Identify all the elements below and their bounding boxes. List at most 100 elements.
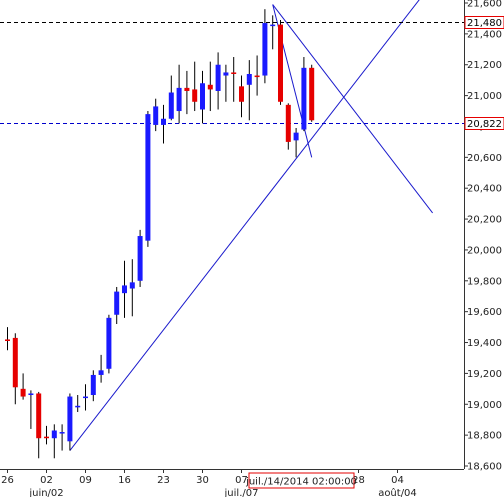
candle-down xyxy=(20,373,26,400)
candle-up xyxy=(83,384,88,411)
candle-up xyxy=(293,128,299,158)
candle-body xyxy=(20,388,26,397)
candle-body xyxy=(67,396,73,442)
candle-up xyxy=(28,390,34,429)
candle-body xyxy=(129,282,135,289)
x-tick-label: 23 xyxy=(157,475,170,486)
candle-up xyxy=(301,57,307,132)
price-tag-label: 20,822 xyxy=(467,119,502,130)
candle-body xyxy=(145,114,151,241)
y-tick-label: 20,600 xyxy=(467,153,502,164)
candle-body xyxy=(98,370,104,375)
candle-layer xyxy=(5,9,315,459)
candle-up xyxy=(98,354,104,383)
trendline xyxy=(69,0,420,451)
candle-up xyxy=(122,260,127,318)
y-tick-label: 18,600 xyxy=(467,462,502,473)
candle-up xyxy=(215,52,221,110)
candle-body xyxy=(161,118,166,125)
candle-up xyxy=(129,259,135,317)
trendline xyxy=(272,4,433,214)
y-tick-label: 19,800 xyxy=(467,276,502,287)
candle-body xyxy=(285,104,291,142)
y-tick-label: 21,600 xyxy=(467,0,502,10)
candle-down xyxy=(36,391,42,459)
x-period-label: juin/02 xyxy=(28,488,63,497)
candle-body xyxy=(176,87,182,112)
candle-body xyxy=(239,86,244,102)
candle-body xyxy=(192,89,198,102)
x-tick-label: 04 xyxy=(391,475,404,486)
candle-up xyxy=(90,370,96,402)
candle-body xyxy=(278,24,283,102)
candle-body xyxy=(231,72,237,74)
candle-down xyxy=(254,55,260,96)
x-period-label: août/04 xyxy=(378,487,417,497)
candle-down xyxy=(231,57,237,102)
candle-down xyxy=(184,70,190,115)
candle-up xyxy=(59,424,65,451)
price-tag-layer: 21,480 20,822 xyxy=(464,16,504,130)
candle-body xyxy=(106,317,112,369)
x-tick-label: 16 xyxy=(118,475,131,486)
candle-down xyxy=(192,61,198,112)
candle-down xyxy=(12,333,18,405)
candle-down xyxy=(285,103,291,150)
price-tag-box xyxy=(464,117,504,130)
candle-down xyxy=(239,75,244,118)
candle-body xyxy=(309,67,315,121)
y-tick-label: 21,000 xyxy=(467,91,502,102)
candle-up xyxy=(200,70,205,124)
candle-up xyxy=(75,395,81,412)
candle-body xyxy=(36,393,42,439)
candle-up xyxy=(153,98,159,132)
price-tag-box xyxy=(464,16,504,29)
candle-body xyxy=(293,132,299,141)
candle-body xyxy=(168,92,174,119)
candle-up xyxy=(114,286,120,325)
candle-body xyxy=(114,291,120,315)
candle-body xyxy=(59,432,65,434)
candle-body xyxy=(246,73,252,85)
y-tick-label: 19,000 xyxy=(467,400,502,411)
y-tick-label: 21,200 xyxy=(467,60,502,71)
price-level-layer xyxy=(0,22,464,124)
crosshair-layer: juil./14/2014 02:00:00 xyxy=(245,472,357,489)
x-tick-label: 28 xyxy=(352,475,365,486)
candle-body xyxy=(75,405,81,408)
candle-up xyxy=(137,229,143,287)
candle-body xyxy=(254,75,260,78)
candle-body xyxy=(51,430,57,439)
candle-down xyxy=(278,19,283,105)
y-axis: 18,600 18,800 19,000 19,200 19,400 19,600 19,8… xyxy=(464,0,502,473)
candle-up xyxy=(270,15,276,50)
candle-body xyxy=(207,84,213,90)
y-tick-label: 20,200 xyxy=(467,215,502,226)
x-tick-label: 02 xyxy=(40,475,53,486)
candle-body xyxy=(215,64,221,91)
candle-up xyxy=(161,104,166,144)
candle-body xyxy=(83,396,88,399)
x-period-label: juil./07 xyxy=(224,488,259,497)
x-axis: 26 02 09 16 23 30 07 28 04 juin/02 juil./07 août/04 xyxy=(1,469,417,497)
y-tick-label: 20,400 xyxy=(467,184,502,195)
candle-body xyxy=(223,72,229,76)
candle-up xyxy=(67,393,73,451)
y-tick-label: 21,400 xyxy=(467,29,502,40)
candle-up xyxy=(168,75,174,121)
candle-body xyxy=(184,87,190,91)
candle-body xyxy=(200,83,205,110)
candle-down xyxy=(5,327,10,351)
candle-body xyxy=(12,337,18,388)
crosshair-date-box xyxy=(248,472,355,489)
candle-body xyxy=(153,106,159,125)
candle-up xyxy=(106,314,112,374)
candle-up xyxy=(51,424,57,459)
candle-down xyxy=(44,425,49,445)
candle-up xyxy=(223,64,229,102)
candle-body xyxy=(90,374,96,396)
x-tick-label: 09 xyxy=(79,475,92,486)
candle-up xyxy=(145,111,151,247)
candle-body xyxy=(270,24,276,27)
